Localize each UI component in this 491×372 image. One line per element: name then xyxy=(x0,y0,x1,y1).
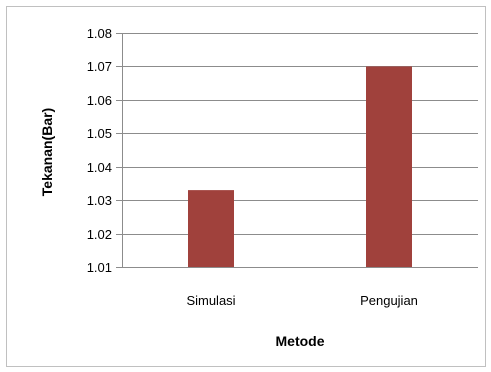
bar-pengujian xyxy=(366,66,412,267)
y-tick-label: 1.06 xyxy=(87,93,112,108)
x-tick-labels: Simulasi Pengujian xyxy=(186,293,417,308)
y-tick-label: 1.07 xyxy=(87,59,112,74)
bars xyxy=(188,66,412,267)
gridlines xyxy=(116,33,478,268)
x-axis-title: Metode xyxy=(276,333,325,349)
y-tick-label: 1.08 xyxy=(87,26,112,41)
y-axis-title: Tekanan(Bar) xyxy=(39,108,55,196)
bar-simulasi xyxy=(188,190,234,267)
y-tick-label: 1.04 xyxy=(87,160,112,175)
y-tick-label: 1.03 xyxy=(87,193,112,208)
y-tick-labels: 1.01 1.02 1.03 1.04 1.05 1.06 1.07 1.08 xyxy=(87,26,112,275)
x-tick-label: Simulasi xyxy=(186,293,235,308)
x-tick-label: Pengujian xyxy=(360,293,418,308)
y-tick-label: 1.05 xyxy=(87,126,112,141)
y-tick-label: 1.01 xyxy=(87,260,112,275)
y-tick-label: 1.02 xyxy=(87,227,112,242)
